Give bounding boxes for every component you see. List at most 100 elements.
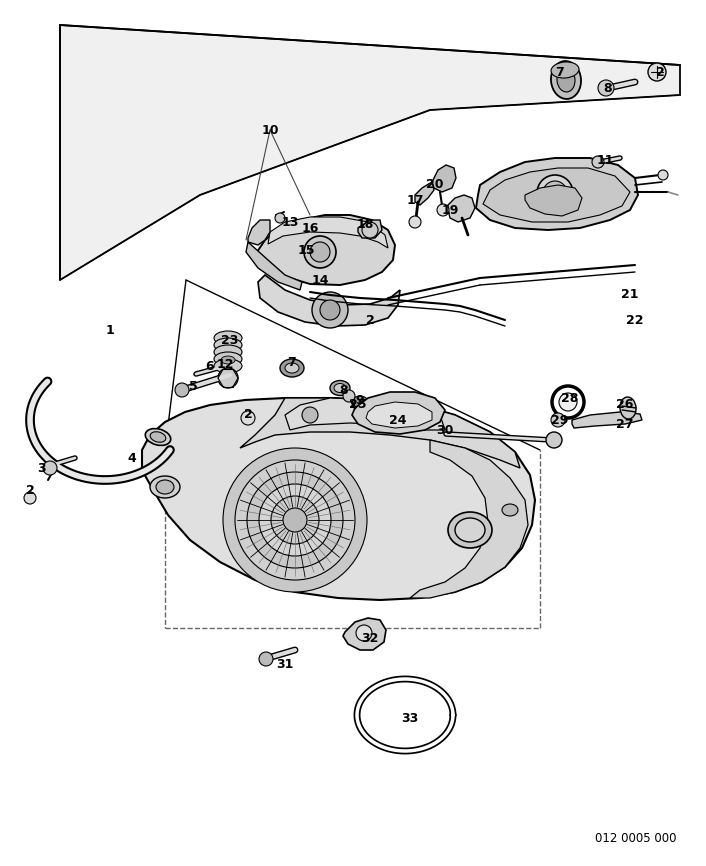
Ellipse shape — [221, 356, 235, 364]
Ellipse shape — [551, 61, 581, 99]
Ellipse shape — [150, 476, 180, 498]
Circle shape — [362, 222, 378, 238]
Text: 16: 16 — [301, 222, 318, 235]
Ellipse shape — [145, 429, 171, 445]
Ellipse shape — [214, 352, 242, 366]
Polygon shape — [415, 182, 434, 205]
Polygon shape — [343, 618, 386, 650]
Ellipse shape — [551, 62, 579, 78]
Circle shape — [302, 407, 318, 423]
Text: 19: 19 — [441, 204, 459, 216]
Ellipse shape — [352, 396, 368, 408]
Circle shape — [43, 461, 57, 475]
Circle shape — [409, 216, 421, 228]
Text: 2: 2 — [366, 313, 374, 326]
Ellipse shape — [620, 397, 636, 419]
Circle shape — [552, 386, 584, 418]
Circle shape — [218, 368, 238, 388]
Circle shape — [658, 170, 668, 180]
Circle shape — [356, 625, 372, 641]
Text: 15: 15 — [297, 243, 315, 256]
Ellipse shape — [557, 68, 575, 92]
Text: 25: 25 — [349, 398, 366, 411]
Text: 8: 8 — [340, 384, 348, 397]
Polygon shape — [142, 398, 535, 600]
Polygon shape — [248, 220, 270, 245]
Text: 7: 7 — [556, 66, 564, 79]
Text: 24: 24 — [389, 413, 407, 426]
Circle shape — [437, 204, 449, 216]
Ellipse shape — [334, 400, 356, 416]
Polygon shape — [285, 398, 445, 430]
Ellipse shape — [214, 331, 242, 345]
Ellipse shape — [150, 432, 166, 443]
Text: 20: 20 — [426, 178, 444, 191]
Text: 28: 28 — [561, 391, 579, 404]
Circle shape — [235, 460, 355, 580]
Text: 26: 26 — [616, 398, 634, 411]
Text: 4: 4 — [128, 451, 136, 464]
Circle shape — [312, 292, 348, 328]
Text: 21: 21 — [621, 288, 639, 301]
Text: 10: 10 — [261, 124, 279, 137]
Text: 22: 22 — [626, 313, 644, 326]
Ellipse shape — [330, 380, 350, 396]
Circle shape — [546, 432, 562, 448]
Circle shape — [247, 472, 343, 568]
Polygon shape — [240, 398, 520, 468]
Text: 012 0005 000: 012 0005 000 — [595, 831, 677, 844]
Text: 33: 33 — [402, 712, 419, 725]
Polygon shape — [525, 185, 582, 216]
Text: 7: 7 — [287, 356, 297, 369]
Ellipse shape — [496, 500, 524, 520]
Polygon shape — [268, 217, 388, 248]
Ellipse shape — [280, 359, 304, 377]
Circle shape — [271, 496, 319, 544]
Circle shape — [259, 484, 331, 556]
Ellipse shape — [214, 359, 242, 373]
Polygon shape — [246, 242, 302, 290]
Text: 12: 12 — [216, 359, 234, 372]
Ellipse shape — [214, 338, 242, 352]
Polygon shape — [448, 195, 475, 222]
Text: 29: 29 — [551, 413, 569, 426]
Polygon shape — [366, 402, 432, 428]
Text: 32: 32 — [361, 631, 378, 644]
Circle shape — [543, 181, 567, 205]
Text: 6: 6 — [205, 359, 215, 372]
Text: 8: 8 — [604, 81, 612, 94]
Text: 2: 2 — [244, 409, 252, 422]
Circle shape — [551, 413, 565, 427]
Polygon shape — [358, 220, 382, 238]
Text: 11: 11 — [597, 153, 614, 166]
Circle shape — [648, 63, 666, 81]
Text: 13: 13 — [281, 216, 299, 229]
Ellipse shape — [455, 518, 485, 542]
Circle shape — [343, 390, 355, 402]
Polygon shape — [410, 440, 528, 598]
Circle shape — [259, 652, 273, 666]
Text: 30: 30 — [436, 423, 454, 436]
Text: 9: 9 — [356, 393, 364, 406]
Circle shape — [382, 407, 398, 423]
Circle shape — [537, 175, 573, 211]
Polygon shape — [255, 215, 395, 285]
Circle shape — [559, 393, 577, 411]
Circle shape — [275, 213, 285, 223]
Ellipse shape — [334, 384, 346, 392]
Text: 14: 14 — [311, 274, 329, 287]
Ellipse shape — [214, 345, 242, 359]
Circle shape — [241, 411, 255, 425]
Polygon shape — [352, 392, 445, 434]
Circle shape — [175, 383, 189, 397]
Ellipse shape — [156, 480, 174, 494]
Circle shape — [320, 300, 340, 320]
Polygon shape — [258, 275, 400, 326]
Circle shape — [592, 156, 604, 168]
Polygon shape — [432, 165, 456, 192]
Ellipse shape — [285, 363, 299, 373]
Polygon shape — [60, 25, 680, 280]
Circle shape — [24, 492, 36, 504]
Ellipse shape — [448, 512, 492, 548]
Text: 3: 3 — [37, 462, 47, 475]
